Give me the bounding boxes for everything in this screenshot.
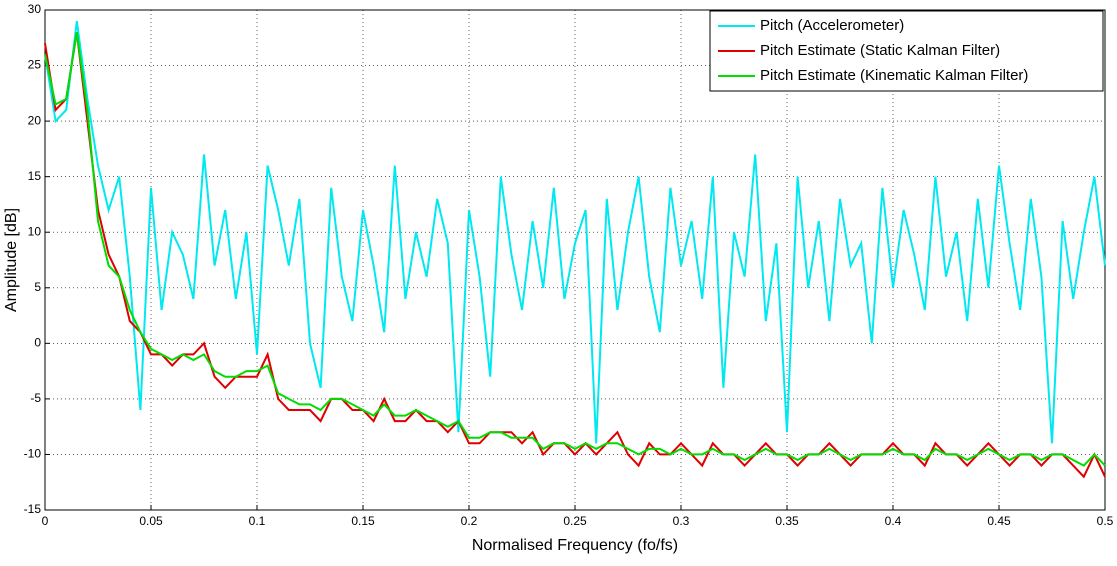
x-axis-label: Normalised Frequency (fo/fs) <box>472 537 678 554</box>
series-line <box>44 32 1106 467</box>
y-tick-label: 15 <box>28 169 42 183</box>
x-tick-label: 0.35 <box>775 514 799 528</box>
legend-box <box>709 10 1104 92</box>
y-tick-label: -15 <box>24 502 42 516</box>
series-line <box>44 32 1106 479</box>
x-tick-label: 0.1 <box>249 514 266 528</box>
y-tick-label: -10 <box>24 447 42 461</box>
x-tick-label: 0.2 <box>461 514 478 528</box>
y-tick-label: 30 <box>28 2 42 16</box>
x-tick-label: 0.05 <box>139 514 163 528</box>
legend-label: Pitch (Accelerometer) <box>760 17 904 34</box>
x-tick-label: 0.15 <box>351 514 375 528</box>
y-tick-label: 5 <box>34 280 41 294</box>
x-tick-label: 0.45 <box>987 514 1011 528</box>
x-tick-label: 0.4 <box>885 514 902 528</box>
series-line <box>44 20 1106 444</box>
y-tick-label: 20 <box>28 113 42 127</box>
legend-label: Pitch Estimate (Static Kalman Filter) <box>760 42 1000 59</box>
x-tick-label: 0.5 <box>1097 514 1114 528</box>
y-tick-label: 10 <box>28 224 42 238</box>
x-tick-label: 0.25 <box>563 514 587 528</box>
y-axis-label: Amplitude [dB] <box>3 208 20 312</box>
x-tick-label: 0 <box>42 514 49 528</box>
x-tick-label: 0.3 <box>673 514 690 528</box>
y-tick-label: -5 <box>30 391 41 405</box>
legend-label: Pitch Estimate (Kinematic Kalman Filter) <box>760 67 1028 84</box>
y-tick-label: 0 <box>34 336 41 350</box>
y-tick-label: 25 <box>28 58 42 72</box>
